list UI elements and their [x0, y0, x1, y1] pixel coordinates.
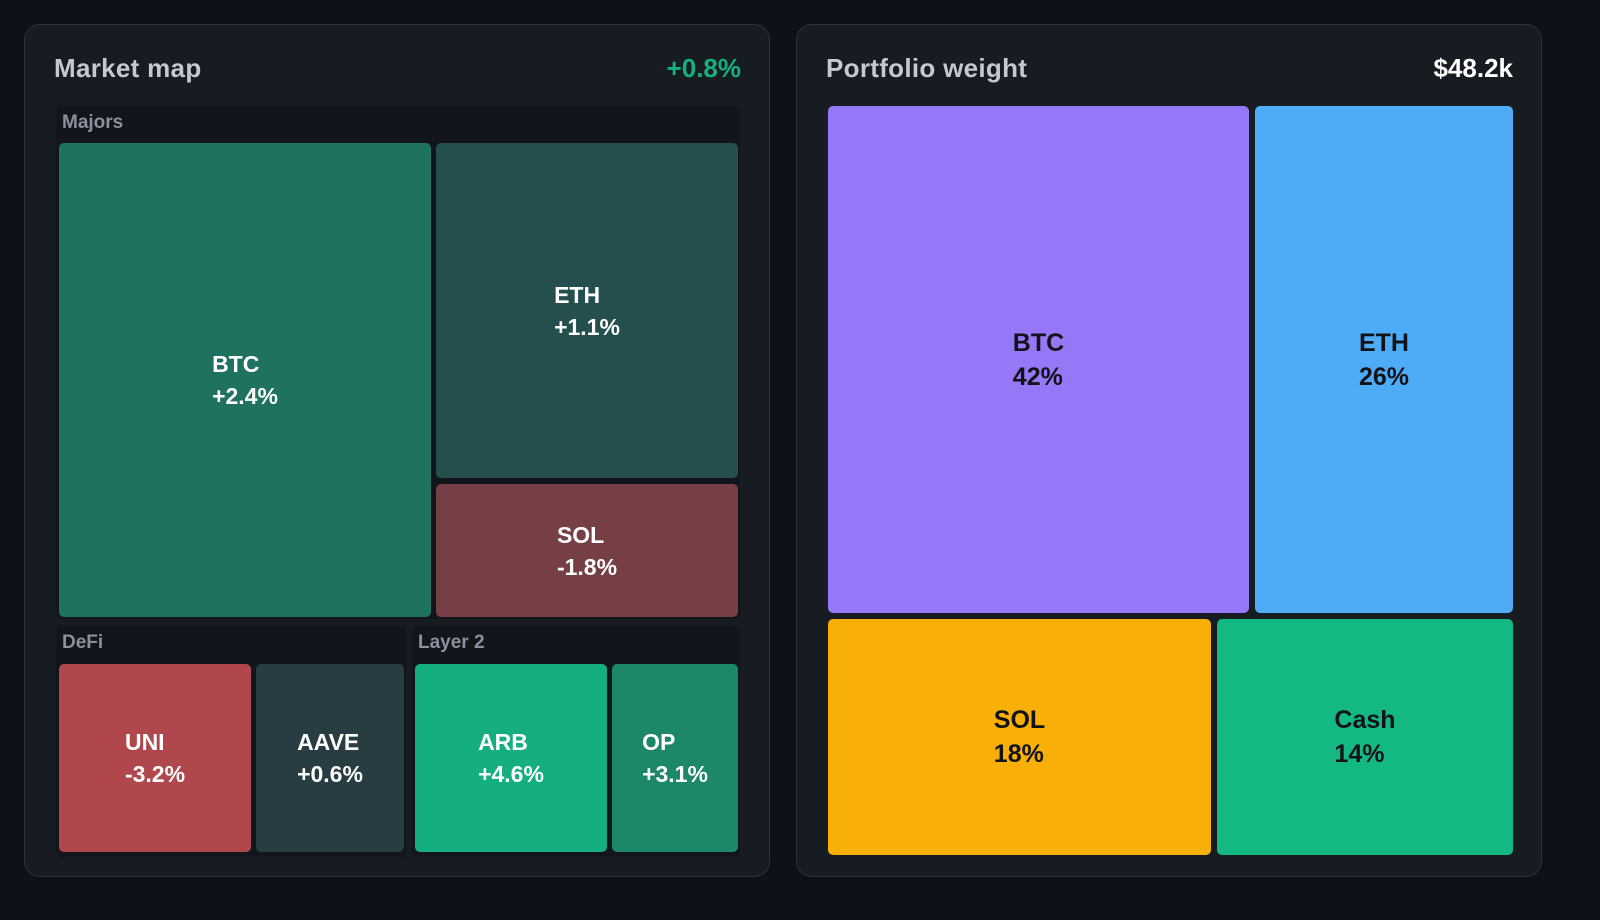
tile-symbol: ARB [478, 729, 528, 755]
tile-aave[interactable]: AAVE +0.6% [256, 664, 404, 852]
tile-eth[interactable]: ETH +1.1% [436, 143, 738, 478]
weight-value: 26% [1358, 362, 1410, 391]
tile-symbol: OP [642, 729, 676, 755]
weight-value: 14% [1334, 740, 1385, 768]
weight-tile-sol[interactable]: SOL 18% [828, 619, 1211, 855]
weight-symbol: ETH [1358, 328, 1409, 357]
tile-symbol: AAVE [297, 729, 360, 755]
tile-change: +2.4% [212, 383, 278, 409]
tile-op[interactable]: OP +3.1% [612, 664, 738, 852]
group-label-layer2: Layer 2 [418, 632, 485, 653]
group-label-defi: DeFi [62, 632, 104, 653]
tile-sol[interactable]: SOL -1.8% [436, 484, 738, 617]
portfolio-weight-title: Portfolio weight [826, 53, 1028, 83]
weight-value: 42% [1012, 362, 1063, 391]
tile-change: +0.6% [297, 761, 363, 787]
weight-symbol: SOL [993, 706, 1046, 734]
tile-change: +3.1% [642, 761, 708, 787]
portfolio-total: $48.2k [1433, 53, 1513, 83]
weight-value: 18% [993, 740, 1044, 768]
weight-tile-eth[interactable]: ETH 26% [1255, 106, 1513, 613]
tile-arb[interactable]: ARB +4.6% [415, 664, 607, 852]
portfolio-weight-panel: Portfolio weight $48.2k BTC 42% ETH 26% SO… [796, 24, 1542, 877]
market-map-title: Market map [54, 53, 202, 83]
weight-tile-btc[interactable]: BTC 42% [828, 106, 1249, 613]
tile-symbol: SOL [556, 521, 605, 548]
tile-symbol: ETH [554, 281, 601, 308]
weight-symbol: Cash [1334, 706, 1396, 734]
tile-symbol: BTC [212, 351, 260, 377]
tile-change: -1.8% [556, 553, 618, 580]
market-change: +0.8% [666, 53, 741, 83]
market-map-panel: Market map +0.8% Majors DeFi Layer 2 BTC… [24, 24, 770, 877]
tile-uni[interactable]: UNI -3.2% [59, 664, 251, 852]
tile-btc[interactable]: BTC +2.4% [59, 143, 431, 617]
tile-change: +4.6% [478, 761, 544, 787]
group-label-majors: Majors [62, 112, 124, 133]
weight-symbol: BTC [1012, 328, 1065, 357]
tile-change: +1.1% [554, 313, 620, 340]
tile-symbol: UNI [124, 729, 165, 755]
weight-tile-cash[interactable]: Cash 14% [1217, 619, 1513, 855]
tile-change: -3.2% [124, 761, 186, 787]
